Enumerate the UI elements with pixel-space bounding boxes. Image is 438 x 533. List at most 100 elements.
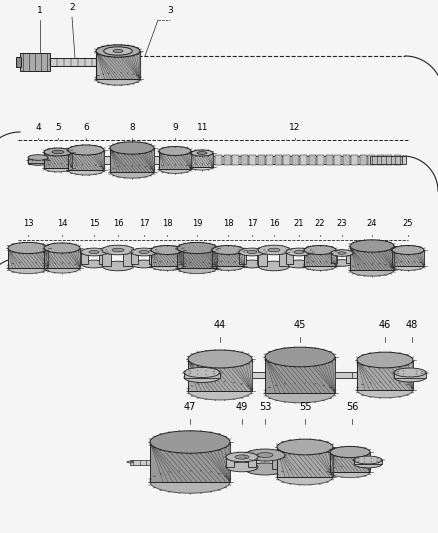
Ellipse shape [150,431,230,453]
Ellipse shape [304,246,336,254]
Text: 24: 24 [367,219,377,228]
Bar [368,155,375,165]
Text: 5: 5 [55,123,61,132]
Bar [232,155,239,165]
Bar [257,252,264,264]
Bar [357,360,413,390]
Bar [44,248,80,268]
Ellipse shape [235,455,249,459]
Bar [177,248,217,268]
Ellipse shape [159,147,191,156]
Text: 55: 55 [299,402,311,412]
Text: 47: 47 [184,402,196,412]
Bar [350,246,394,270]
Bar [331,253,337,263]
Ellipse shape [44,148,72,156]
Text: 44: 44 [214,320,226,330]
Bar [394,373,426,377]
Text: 23: 23 [337,219,347,228]
Ellipse shape [191,150,213,156]
Ellipse shape [81,248,107,256]
Bar [392,250,424,266]
Bar [124,250,132,266]
Ellipse shape [258,245,290,255]
Text: 17: 17 [139,219,149,228]
Bar [191,153,213,167]
Bar [212,250,244,266]
Bar [28,157,48,163]
Ellipse shape [239,260,265,268]
Ellipse shape [357,352,413,368]
Ellipse shape [104,47,132,55]
Bar [258,155,265,165]
Text: 25: 25 [403,219,413,228]
Bar [148,252,155,264]
Ellipse shape [277,439,333,455]
Text: 17: 17 [247,219,257,228]
Ellipse shape [226,452,258,462]
Ellipse shape [81,260,107,268]
Bar [286,252,293,264]
Bar [215,155,222,165]
Bar [352,372,374,378]
Bar [190,372,385,378]
Bar [385,155,392,165]
Ellipse shape [150,471,230,493]
Ellipse shape [102,261,134,271]
Bar [248,457,256,467]
Ellipse shape [113,50,123,52]
Text: 18: 18 [223,219,233,228]
Ellipse shape [184,373,220,383]
Text: 11: 11 [197,123,209,132]
Ellipse shape [28,160,48,165]
Ellipse shape [350,264,394,276]
Text: 56: 56 [346,402,358,412]
Bar [304,252,311,264]
Bar [279,250,288,266]
Text: 48: 48 [406,320,418,330]
Ellipse shape [239,248,265,256]
Ellipse shape [245,463,285,475]
Text: 19: 19 [192,219,202,228]
Text: 49: 49 [236,402,248,412]
Bar [351,155,358,165]
Bar [240,155,247,165]
Text: 22: 22 [315,219,325,228]
Ellipse shape [294,251,304,254]
Bar [308,155,315,165]
Ellipse shape [28,155,48,160]
Ellipse shape [330,447,370,458]
Ellipse shape [139,251,149,254]
Bar [346,253,352,263]
Bar [226,457,234,467]
Bar [252,372,280,378]
Ellipse shape [392,262,424,270]
Bar [81,252,88,264]
Text: 53: 53 [259,402,271,412]
Ellipse shape [226,462,258,472]
Ellipse shape [44,164,72,172]
Bar [245,455,256,469]
Text: 14: 14 [57,219,67,228]
Ellipse shape [350,240,394,252]
Ellipse shape [177,243,217,254]
Ellipse shape [245,449,285,461]
Bar [370,156,402,164]
Ellipse shape [68,145,104,155]
Ellipse shape [131,248,157,256]
Ellipse shape [331,249,353,256]
Ellipse shape [338,252,346,254]
Bar [68,150,104,170]
Ellipse shape [110,166,154,178]
Text: 6: 6 [83,123,89,132]
Ellipse shape [392,246,424,254]
Ellipse shape [258,261,290,271]
Ellipse shape [394,373,426,382]
Bar [151,250,183,266]
Bar [265,357,335,393]
Bar [16,57,21,67]
Bar [275,155,282,165]
Ellipse shape [354,460,382,468]
Ellipse shape [247,251,257,254]
Ellipse shape [394,368,426,377]
